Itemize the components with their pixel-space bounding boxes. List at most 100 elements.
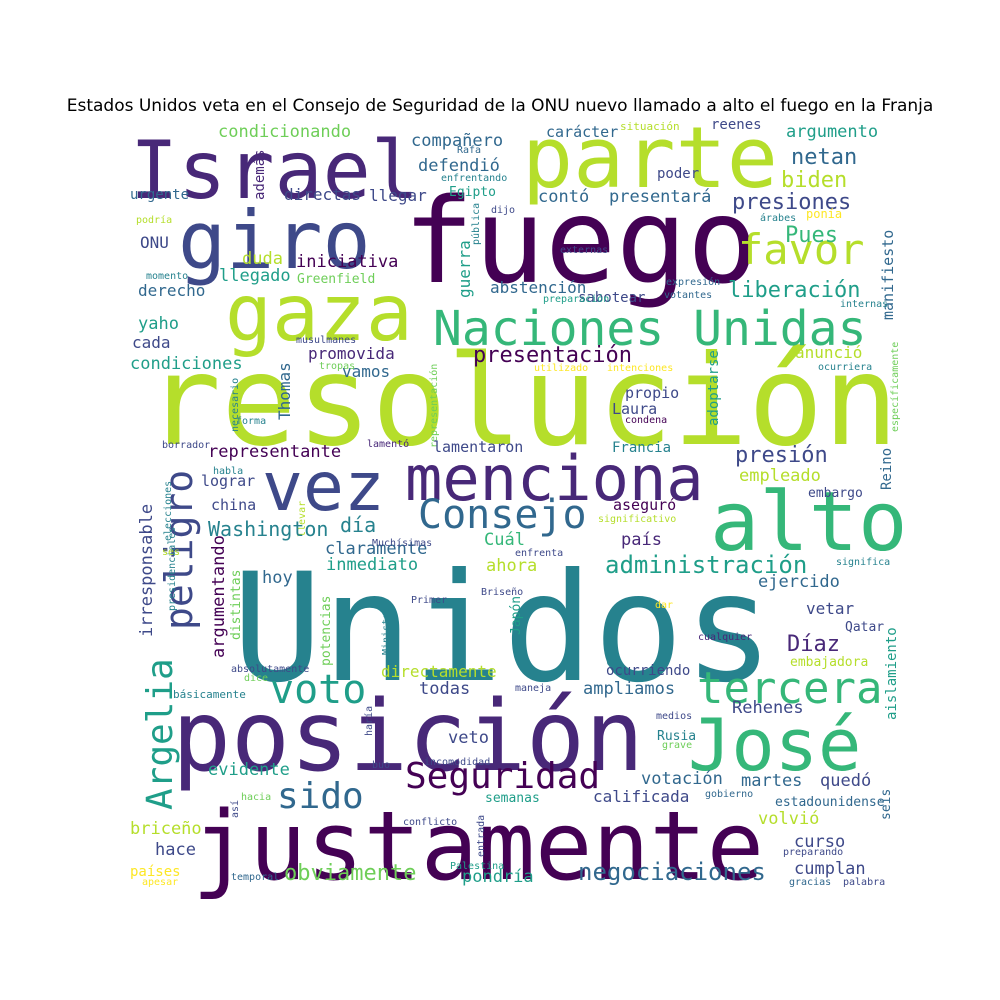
word-37: defendió bbox=[418, 156, 500, 176]
word-93: representante bbox=[208, 442, 341, 462]
word-24: negociaciones bbox=[578, 858, 766, 886]
word-82: representación bbox=[428, 364, 440, 448]
word-131: César bbox=[606, 628, 621, 667]
word-22: presentación bbox=[473, 343, 632, 368]
word-89: borrador bbox=[162, 440, 210, 451]
word-104: significativo bbox=[598, 514, 676, 525]
word-121: distintas bbox=[229, 570, 244, 640]
word-135: absolutamente bbox=[231, 664, 309, 675]
word-106: día bbox=[340, 513, 376, 537]
word-158: calificada bbox=[593, 787, 689, 806]
word-107: irresponsable bbox=[137, 504, 157, 637]
word-173: Palestina bbox=[450, 861, 504, 872]
word-161: seis bbox=[879, 789, 894, 820]
word-171: apesar bbox=[142, 877, 178, 888]
word-19: favor bbox=[738, 225, 864, 274]
word-1: resolución bbox=[146, 329, 899, 474]
word-90: lamentó bbox=[367, 438, 409, 450]
word-114: argumentando bbox=[209, 535, 229, 658]
word-26: presiones bbox=[732, 190, 851, 215]
word-52: momento bbox=[146, 271, 188, 282]
word-111: país bbox=[621, 530, 662, 550]
word-162: briceño bbox=[130, 819, 202, 839]
word-58: iniciativa bbox=[296, 252, 398, 272]
word-144: medios bbox=[656, 711, 692, 722]
word-100: llevar bbox=[297, 501, 308, 537]
word-44: Egipto bbox=[449, 185, 496, 200]
word-18: sido bbox=[277, 776, 364, 817]
word-80: necesario bbox=[230, 378, 241, 432]
word-132: cualquier bbox=[698, 632, 752, 643]
word-101: embargo bbox=[808, 486, 863, 501]
word-152: votación bbox=[641, 769, 723, 789]
word-15: Seguridad bbox=[405, 756, 600, 797]
word-35: reenes bbox=[711, 117, 762, 133]
word-99: lograr bbox=[201, 472, 255, 490]
word-47: Rafa bbox=[457, 145, 481, 156]
word-166: entrada bbox=[476, 815, 487, 857]
word-62: abstención bbox=[490, 278, 586, 297]
word-145: haría bbox=[363, 706, 375, 736]
word-25: obviamente bbox=[284, 861, 416, 886]
word-147: Rusia bbox=[657, 729, 696, 744]
word-40: manifiesto bbox=[879, 230, 897, 320]
word-31: argumento bbox=[786, 122, 878, 142]
word-119: significa bbox=[836, 557, 890, 568]
word-155: hacia bbox=[241, 792, 271, 803]
word-126: Ministro bbox=[381, 607, 392, 655]
word-105: Washington bbox=[208, 517, 328, 541]
word-55: externas bbox=[560, 245, 608, 256]
word-56: árabes bbox=[760, 212, 796, 224]
word-156: así bbox=[229, 800, 241, 818]
word-11: vez bbox=[262, 448, 385, 527]
word-165: hace bbox=[155, 840, 196, 860]
word-53: pública bbox=[470, 203, 482, 245]
word-88: forma bbox=[236, 416, 266, 427]
word-32: condicionando bbox=[218, 122, 351, 142]
word-136: dice bbox=[244, 673, 268, 684]
word-150: evidente bbox=[208, 760, 290, 780]
word-57: ponía bbox=[806, 207, 842, 221]
word-71: condiciones bbox=[130, 354, 243, 374]
word-142: maneja bbox=[515, 683, 551, 694]
word-151: buo bbox=[372, 760, 390, 771]
word-51: podría bbox=[136, 214, 172, 226]
word-139: todas bbox=[419, 679, 470, 699]
word-149: incomodidad bbox=[424, 757, 490, 768]
word-164: volvió bbox=[758, 809, 819, 829]
word-23: administración bbox=[605, 551, 807, 579]
word-148: grave bbox=[662, 740, 692, 751]
word-2: fuego bbox=[403, 172, 758, 310]
word-83: propio bbox=[625, 384, 679, 402]
word-46: poder bbox=[657, 166, 699, 182]
word-137: directamente bbox=[381, 662, 497, 681]
word-78: anunció bbox=[795, 343, 862, 362]
word-86: adoptarse bbox=[706, 350, 722, 426]
word-41: además bbox=[252, 149, 268, 200]
word-134: embajadora bbox=[790, 655, 868, 670]
word-84: Laura bbox=[612, 400, 657, 418]
word-163: conflicto bbox=[403, 817, 457, 828]
word-28: netan bbox=[791, 145, 857, 170]
word-34: carácter bbox=[546, 123, 618, 141]
word-14: Consejo bbox=[418, 492, 587, 538]
word-112: presidenciales bbox=[167, 527, 178, 611]
word-168: preparando bbox=[783, 847, 843, 858]
word-54: guerra bbox=[455, 240, 474, 298]
word-108: claramente bbox=[325, 539, 427, 559]
word-115: inmediato bbox=[326, 555, 418, 575]
word-70: cada bbox=[132, 333, 171, 352]
word-95: empleado bbox=[739, 466, 821, 486]
word-42: directas bbox=[284, 185, 361, 204]
word-167: curso bbox=[794, 832, 845, 852]
word-77: intenciones bbox=[607, 363, 673, 374]
word-91: lamentaron bbox=[433, 438, 523, 456]
word-153: martes bbox=[741, 771, 802, 791]
word-174: pondría bbox=[462, 867, 534, 887]
word-98: habla bbox=[213, 466, 243, 477]
word-120: hoy bbox=[262, 568, 293, 588]
word-5: parte bbox=[522, 109, 778, 208]
word-117: enfrenta bbox=[515, 548, 563, 559]
word-45: dijo bbox=[491, 205, 515, 216]
